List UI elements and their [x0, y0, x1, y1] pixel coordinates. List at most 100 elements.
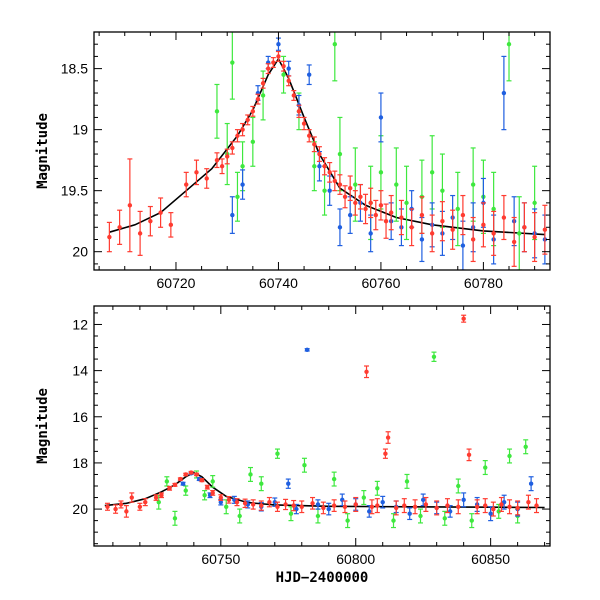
top-red-point	[147, 205, 153, 237]
top-red-point	[480, 202, 486, 248]
bottom-light-curve-panel: 60750 60800 60850 12 14 16 18 20 Magnitude HJD−…	[35, 305, 551, 586]
top-green-marker	[394, 182, 399, 187]
bottom-red-point	[455, 499, 461, 515]
top-green-marker	[250, 139, 256, 145]
bottom-blue-point	[285, 478, 291, 489]
bottom-red-point	[291, 499, 297, 512]
top-red-point	[491, 210, 497, 256]
top-red-point	[127, 158, 133, 253]
top-red-point	[255, 93, 261, 105]
top-red-marker	[532, 234, 537, 240]
bottom-red-marker	[143, 499, 148, 505]
bottom-red-point	[183, 472, 189, 477]
top-red-marker	[286, 78, 291, 84]
top-red-marker	[440, 218, 445, 224]
top-blue-marker	[337, 225, 343, 230]
bottom-green-marker	[164, 479, 170, 484]
top-red-marker	[137, 231, 143, 236]
bottom-green-marker	[331, 476, 337, 482]
top-blue-point	[229, 196, 235, 234]
bottom-blue-marker	[488, 511, 493, 516]
bottom-blue-marker	[304, 347, 310, 353]
bottom-red-point	[274, 501, 280, 512]
bottom-red-point	[393, 500, 399, 516]
top-green-point	[455, 171, 461, 247]
top-plot-frame	[93, 31, 551, 271]
bottom-green-point	[404, 473, 410, 489]
bottom-red-point	[320, 501, 326, 515]
bottom-red-point	[204, 484, 210, 490]
bottom-green-point	[331, 471, 337, 487]
bottom-red-marker	[445, 503, 450, 508]
top-red-marker	[194, 170, 199, 175]
top-red-point	[429, 214, 435, 253]
bottom-green-point	[301, 457, 307, 473]
top-red-point	[460, 194, 466, 236]
bottom-blue-point	[447, 505, 453, 518]
top-red-point	[240, 122, 246, 137]
bottom-green-point	[482, 460, 488, 476]
top-red-marker	[419, 212, 425, 218]
top-red-point	[286, 75, 292, 87]
top-red-point	[158, 197, 164, 228]
top-x-tick-label: 60760	[361, 275, 400, 291]
top-red-marker	[107, 234, 112, 240]
top-red-marker	[470, 237, 476, 242]
bottom-red-marker	[178, 476, 183, 482]
bottom-red-point	[129, 492, 135, 503]
bottom-green-marker	[259, 481, 264, 486]
bottom-red-point	[534, 498, 540, 514]
top-red-point	[265, 63, 271, 75]
top-x-tick-label: 60720	[157, 275, 196, 291]
top-blue-marker	[317, 164, 322, 169]
bottom-red-point	[310, 496, 316, 510]
top-red-marker	[363, 206, 368, 212]
bottom-green-point	[374, 480, 380, 496]
bottom-blue-marker	[180, 481, 186, 486]
top-green-marker	[353, 182, 358, 187]
top-red-point	[337, 174, 343, 195]
top-red-marker	[127, 203, 133, 208]
bottom-y-tick-label: 20	[72, 501, 88, 517]
bottom-red-marker	[188, 470, 194, 475]
top-red-point	[291, 89, 297, 101]
top-green-marker	[470, 182, 476, 187]
bottom-red-marker	[507, 504, 512, 509]
bottom-green-point	[274, 448, 280, 459]
bottom-red-marker	[137, 504, 143, 509]
bottom-red-marker	[402, 503, 407, 508]
top-red-point	[168, 212, 174, 238]
top-red-marker	[409, 225, 414, 230]
top-green-marker	[312, 164, 317, 169]
top-red-marker	[240, 127, 245, 132]
bottom-red-marker	[491, 506, 496, 512]
bottom-y-tick-label: 16	[72, 409, 88, 425]
top-red-marker	[522, 225, 527, 230]
top-blue-marker	[347, 212, 353, 218]
bottom-red-marker	[383, 451, 388, 456]
bottom-blue-marker	[420, 497, 426, 503]
bottom-red-marker	[342, 504, 348, 509]
top-red-point	[224, 148, 230, 165]
bottom-red-point	[466, 448, 472, 462]
top-x-tick-label: 60780	[464, 275, 503, 291]
top-red-point	[316, 146, 322, 162]
top-blue-marker	[368, 231, 373, 236]
top-red-marker	[388, 210, 394, 215]
top-blue-marker	[286, 66, 291, 71]
bottom-x-tick-label: 60850	[471, 551, 510, 567]
top-red-marker	[301, 121, 307, 126]
bottom-red-marker	[250, 502, 256, 507]
bottom-red-point	[210, 490, 216, 496]
bottom-red-marker	[194, 472, 199, 477]
top-red-point	[260, 77, 266, 89]
bottom-red-marker	[129, 495, 134, 500]
bottom-blue-marker	[461, 497, 466, 503]
top-red-marker	[358, 194, 363, 199]
top-y-tick-label: 20	[72, 244, 88, 260]
bottom-green-point	[247, 466, 253, 482]
bottom-red-point	[226, 496, 232, 504]
bottom-y-tick-label: 18	[72, 455, 88, 471]
top-blue-marker	[419, 237, 425, 242]
top-green-marker	[440, 188, 445, 193]
